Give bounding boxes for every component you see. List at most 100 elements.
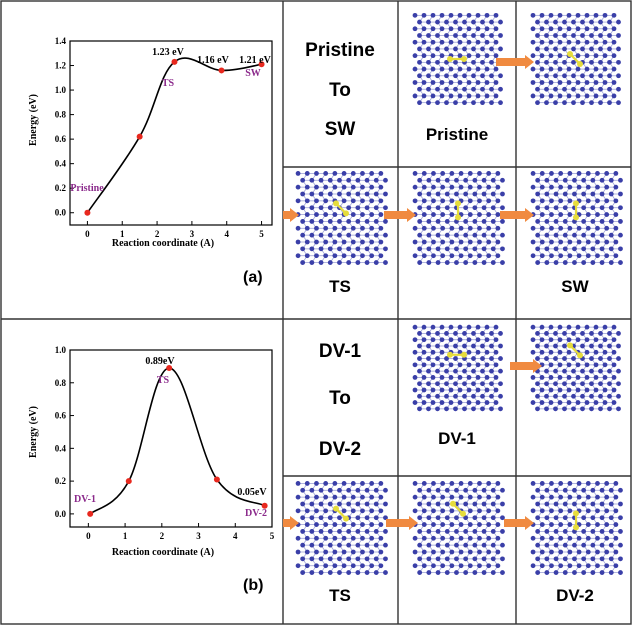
- carbon-atom: [355, 246, 361, 252]
- carbon-atom: [493, 387, 499, 393]
- carbon-atom: [553, 570, 559, 575]
- carbon-atom: [484, 66, 490, 72]
- carbon-atom: [572, 570, 577, 575]
- carbon-atom: [490, 205, 496, 211]
- chart-b-points: [87, 365, 268, 517]
- carbon-atom: [463, 529, 469, 534]
- carbon-atom: [463, 205, 469, 211]
- carbon-atom: [417, 556, 423, 562]
- carbon-atom: [453, 46, 458, 52]
- carbon-atom: [618, 205, 623, 211]
- carbon-atom: [323, 198, 329, 204]
- carbon-atom: [448, 93, 454, 99]
- carbon-atom: [435, 86, 440, 92]
- carbon-atom: [495, 494, 501, 500]
- carbon-atom: [327, 529, 333, 534]
- carbon-atom: [383, 205, 388, 211]
- carbon-atom: [593, 400, 599, 405]
- carbon-atom: [500, 529, 505, 534]
- carbon-atom: [548, 387, 554, 393]
- carbon-atom: [571, 393, 576, 399]
- carbon-atom: [449, 225, 455, 231]
- carbon-atom: [355, 260, 361, 265]
- carbon-atom: [576, 171, 582, 176]
- carbon-atom: [417, 73, 422, 79]
- carbon-atom: [553, 246, 559, 252]
- chart-a-x-tick-label: 5: [259, 229, 264, 239]
- carbon-atom: [611, 26, 617, 32]
- carbon-atom: [590, 570, 596, 575]
- carbon-atom: [421, 337, 427, 343]
- lattice-snapshots: [295, 12, 623, 575]
- carbon-atom: [598, 73, 603, 79]
- carbon-atom: [477, 494, 482, 500]
- carbon-atom: [557, 93, 563, 99]
- carbon-atom: [462, 331, 467, 336]
- carbon-atom: [584, 324, 590, 330]
- carbon-atom: [562, 86, 567, 92]
- carbon-atom: [562, 59, 567, 65]
- carbon-atom: [421, 239, 427, 245]
- carbon-atom: [364, 191, 370, 197]
- carbon-atom: [373, 556, 379, 562]
- carbon-atom: [562, 556, 568, 562]
- carbon-atom: [355, 529, 361, 534]
- carbon-atom: [457, 349, 463, 355]
- carbon-atom: [595, 253, 600, 259]
- chart-b-x-tick-label: 0: [86, 531, 91, 541]
- carbon-atom: [498, 393, 503, 399]
- carbon-atom: [318, 246, 324, 252]
- carbon-atom: [417, 59, 422, 65]
- carbon-atom: [383, 260, 388, 265]
- carbon-atom: [458, 481, 464, 486]
- carbon-atom: [430, 66, 436, 72]
- carbon-atom: [440, 494, 446, 500]
- carbon-atom: [318, 260, 324, 265]
- carbon-atom: [421, 375, 427, 380]
- carbon-atom: [295, 563, 301, 569]
- carbon-atom: [295, 549, 301, 555]
- chart-b-y-axis-label: Energy (eV): [28, 406, 39, 458]
- carbon-atom: [602, 349, 608, 355]
- carbon-atom: [373, 487, 379, 493]
- carbon-atom: [467, 253, 473, 259]
- carbon-atom: [616, 19, 621, 25]
- carbon-atom: [599, 529, 605, 534]
- carbon-atom: [549, 522, 554, 527]
- carbon-atom: [475, 400, 481, 405]
- carbon-atom: [557, 349, 563, 355]
- carbon-atom: [369, 535, 375, 541]
- carbon-atom: [318, 515, 324, 521]
- carbon-atom: [584, 26, 590, 32]
- carbon-atom: [417, 501, 423, 507]
- carbon-atom: [449, 535, 455, 541]
- carbon-atom: [576, 239, 582, 245]
- carbon-atom: [449, 212, 455, 217]
- carbon-atom: [589, 46, 594, 52]
- carbon-atom: [584, 362, 590, 368]
- carbon-atom: [471, 331, 476, 336]
- carbon-atom: [535, 19, 540, 25]
- carbon-atom: [463, 177, 469, 183]
- carbon-atom: [539, 481, 545, 486]
- carbon-atom: [369, 239, 375, 245]
- carbon-atom: [530, 225, 536, 231]
- carbon-atom: [332, 522, 338, 527]
- carbon-atom: [449, 239, 455, 245]
- carbon-atom: [337, 191, 342, 197]
- carbon-atom: [613, 522, 619, 527]
- carbon-atom: [412, 198, 418, 204]
- carbon-atom: [480, 59, 485, 65]
- carbon-atom: [553, 73, 558, 79]
- carbon-atom: [444, 381, 449, 387]
- carbon-atom: [426, 393, 431, 399]
- carbon-atom: [608, 260, 614, 265]
- arrow-b-left: [283, 516, 299, 530]
- carbon-atom: [360, 508, 365, 514]
- carbon-atom: [471, 406, 476, 412]
- carbon-atom: [444, 246, 450, 252]
- carbon-atom: [575, 362, 581, 368]
- carbon-atom: [584, 12, 590, 18]
- carbon-atom: [458, 522, 464, 527]
- carbon-atom: [341, 522, 347, 527]
